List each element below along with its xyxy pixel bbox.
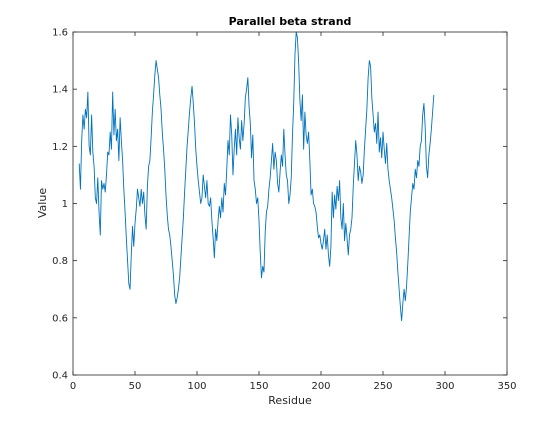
y-tick-label: 1.4 <box>52 85 68 96</box>
plot-frame <box>72 31 508 376</box>
x-tick-label: 50 <box>129 381 142 392</box>
y-tick-label: 0.4 <box>52 371 68 382</box>
x-axis-label: Residue <box>268 394 312 407</box>
x-tick-label: 150 <box>249 381 268 392</box>
x-tick-label: 250 <box>373 381 392 392</box>
tick-label-layer: 0 50 100 150 200 250 300 350 0.4 0.6 0.8 1 1.2 1.4 1.6 <box>52 28 516 393</box>
x-tick-label: 100 <box>187 381 206 392</box>
y-tick-label: 0.8 <box>52 256 68 267</box>
y-tick-label: 1 <box>62 199 68 210</box>
x-tick-label: 350 <box>497 381 516 392</box>
series-line <box>78 31 435 322</box>
plot-background <box>73 32 507 375</box>
y-axis-label: Value <box>36 188 49 218</box>
x-tick-label: 200 <box>311 381 330 392</box>
x-tick-label: 300 <box>435 381 454 392</box>
chart-title: Parallel beta strand <box>229 15 352 28</box>
y-tick-label: 1.2 <box>52 142 68 153</box>
y-tick-label: 0.6 <box>52 313 68 324</box>
x-tick-label: 0 <box>70 381 76 392</box>
y-tick-label: 1.6 <box>52 28 68 39</box>
